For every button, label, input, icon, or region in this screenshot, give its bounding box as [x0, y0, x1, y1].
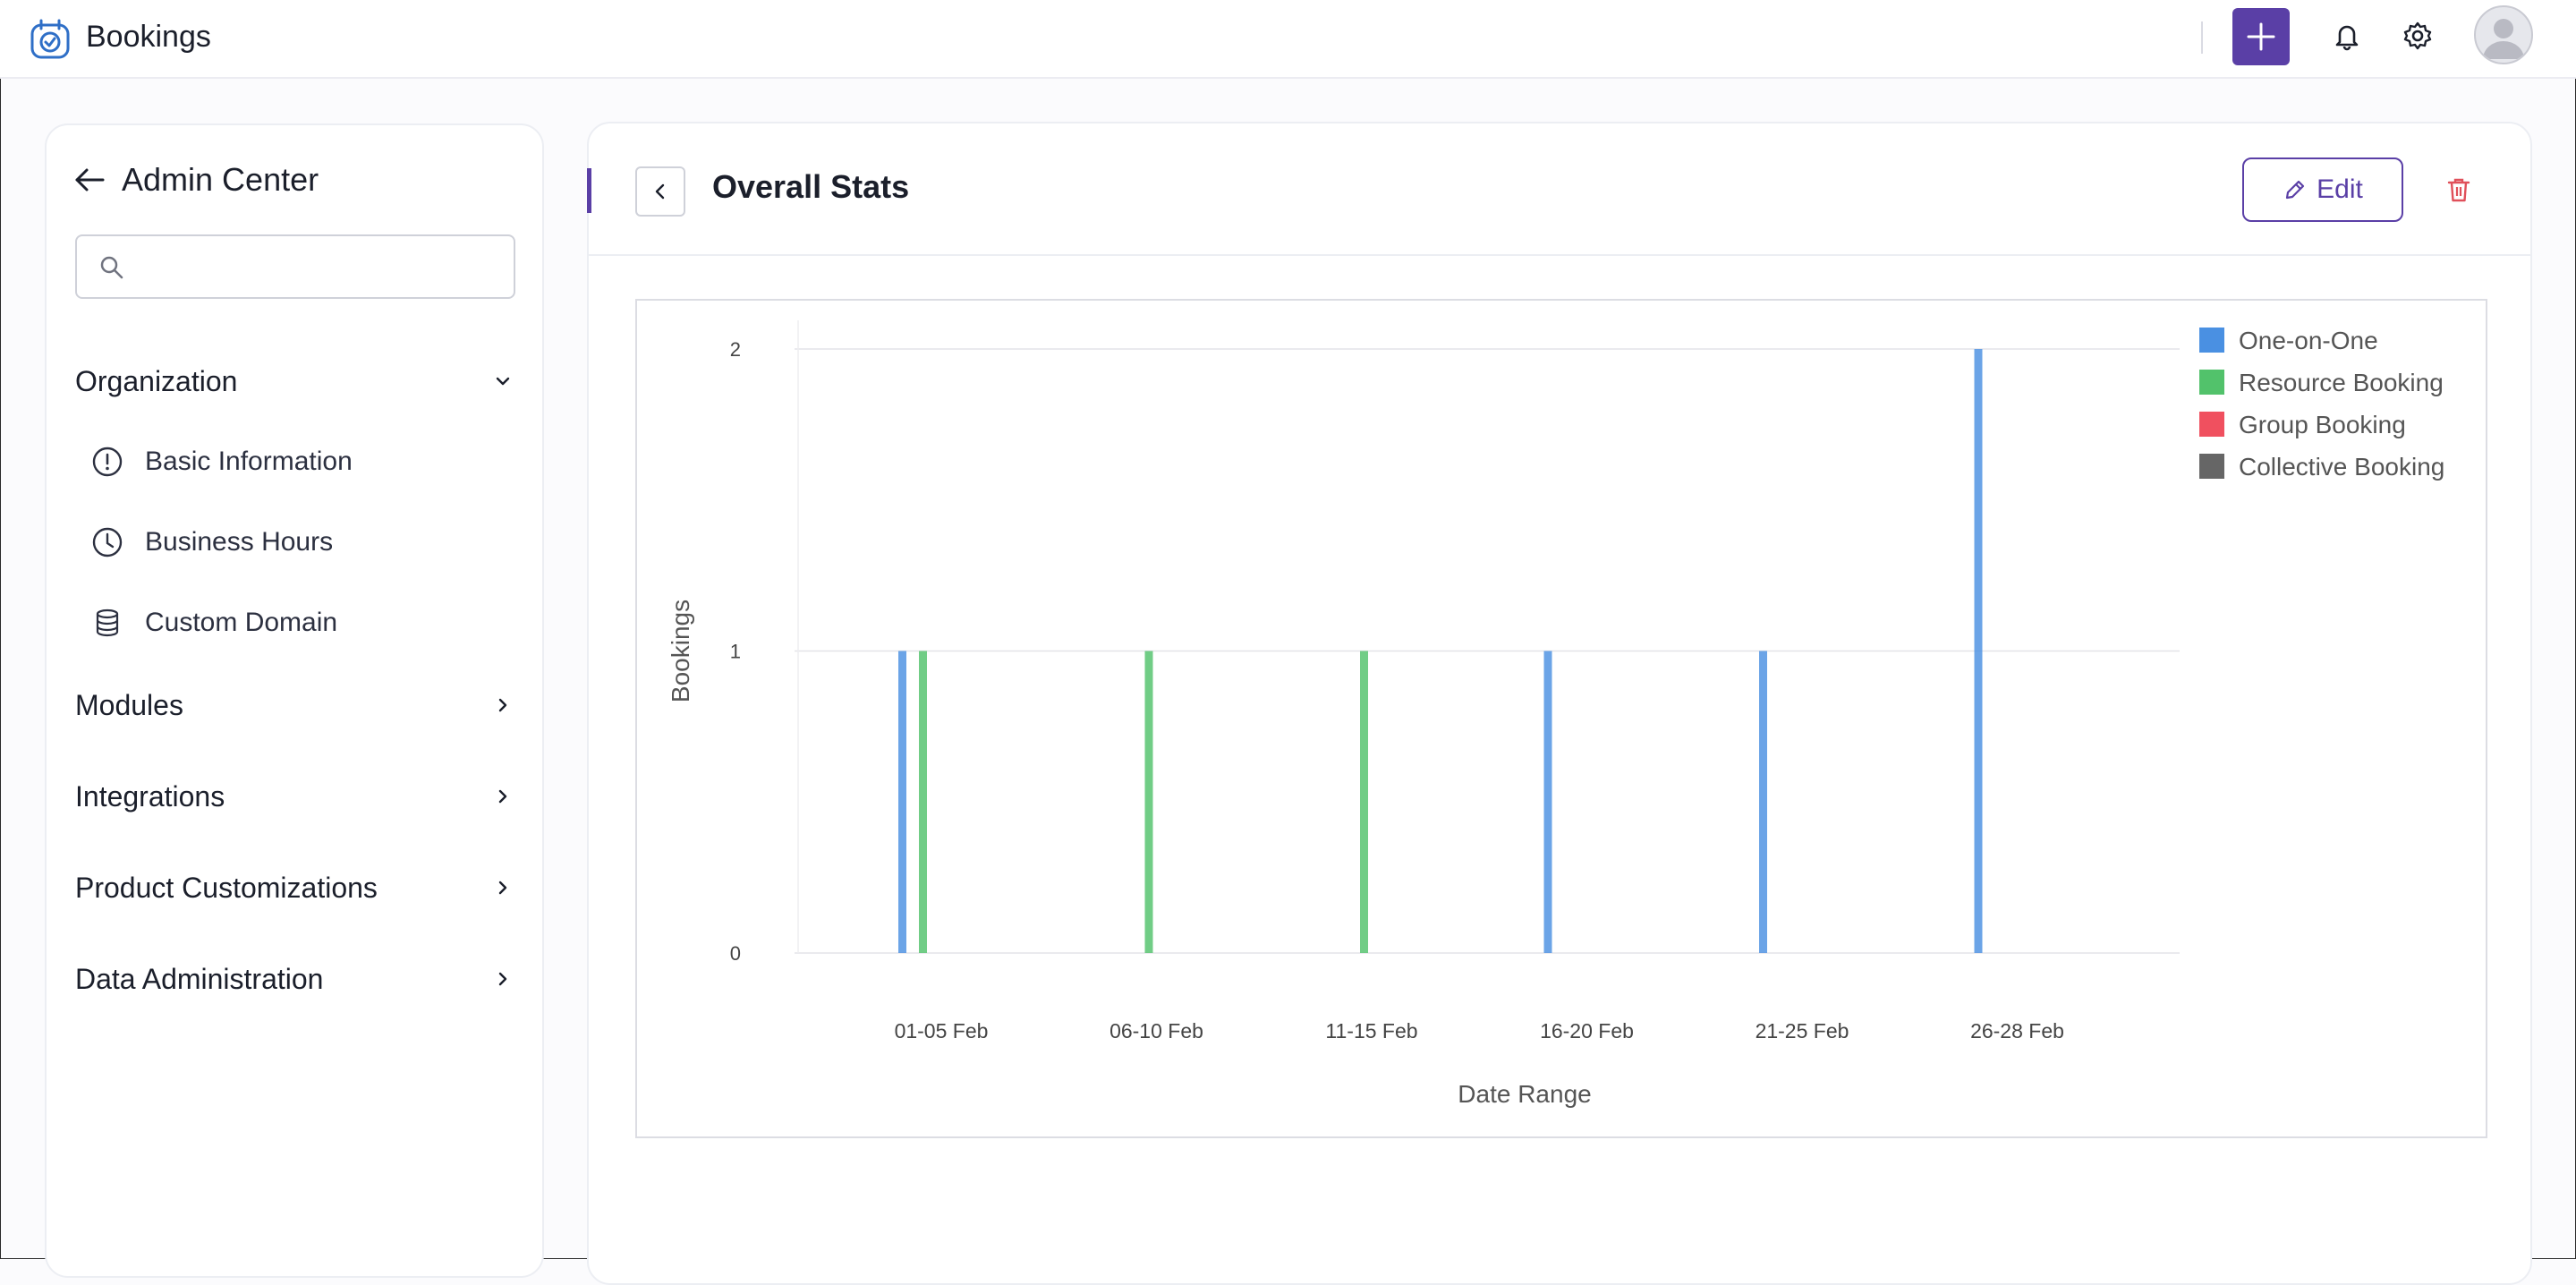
x-axis-title: Date Range [1458, 1080, 1591, 1108]
user-avatar[interactable] [2474, 5, 2533, 64]
sidebar-item-business-hours[interactable]: Business Hours [91, 515, 333, 569]
section-label: Modules [75, 688, 183, 721]
admin-sidebar: Admin Center Organization Basic Informat… [45, 123, 544, 1278]
legend-label: Group Booking [2239, 411, 2406, 438]
bar-resource-booking [1360, 651, 1368, 953]
bar-one-on-one [1543, 651, 1552, 953]
x-tick-label: 21-25 Feb [1756, 1019, 1849, 1042]
x-tick-label: 06-10 Feb [1109, 1019, 1203, 1042]
plus-icon [2247, 22, 2275, 51]
clock-icon [92, 527, 123, 557]
legend-swatch [2199, 454, 2224, 479]
sidebar-search[interactable] [75, 234, 515, 299]
legend-label: Resource Booking [2239, 369, 2444, 396]
bookings-logo-icon [30, 19, 70, 59]
database-icon [96, 608, 119, 637]
sidebar-item-label: Custom Domain [145, 608, 338, 637]
bar-one-on-one [1759, 651, 1767, 953]
sidebar-item-custom-domain[interactable]: Custom Domain [91, 596, 337, 650]
bar-chart: 0 1 2 01-05 Feb 06-10 Feb 11-15 Feb 16-20 Feb 2… [667, 320, 2444, 1108]
section-product-customizations[interactable]: Product Customizations [75, 861, 514, 915]
x-tick-label: 01-05 Feb [895, 1019, 989, 1042]
y-tick-label: 1 [730, 641, 741, 663]
section-label: Organization [75, 364, 238, 397]
y-tick-label: 0 [730, 942, 741, 965]
y-tick-label: 2 [730, 338, 741, 361]
legend-swatch [2199, 412, 2224, 437]
admin-center-back[interactable]: Admin Center [73, 161, 319, 199]
chevron-right-icon [498, 881, 507, 895]
chevron-right-icon [498, 972, 507, 986]
pencil-icon [2286, 180, 2305, 200]
bell-icon [2335, 25, 2359, 51]
search-input[interactable] [140, 245, 501, 290]
section-organization[interactable]: Organization [75, 354, 514, 408]
overall-stats-chart: 0 1 2 01-05 Feb 06-10 Feb 11-15 Feb 16-20 Feb 2… [635, 299, 2487, 1138]
add-button[interactable] [2232, 8, 2290, 65]
x-tick-label: 26-28 Feb [1970, 1019, 2064, 1042]
active-indicator [587, 168, 591, 213]
section-integrations[interactable]: Integrations [75, 770, 514, 823]
page-header: Overall Stats Edit [587, 123, 2530, 256]
main-panel: Overall Stats Edit 0 1 2 01-05 Feb 06-10 Feb… [587, 122, 2532, 1285]
edit-button[interactable]: Edit [2242, 157, 2403, 222]
chevron-down-icon [496, 377, 510, 386]
section-label: Product Customizations [75, 871, 378, 904]
sidebar-item-label: Business Hours [145, 527, 334, 557]
legend-label: One-on-One [2239, 327, 2378, 354]
y-axis-title: Bookings [667, 600, 694, 702]
section-modules[interactable]: Modules [75, 678, 514, 732]
edit-label: Edit [2317, 174, 2363, 204]
legend-label: Collective Booking [2239, 453, 2444, 481]
section-data-administration[interactable]: Data Administration [75, 952, 514, 1006]
x-tick-label: 16-20 Feb [1540, 1019, 1634, 1042]
top-bar: Bookings [0, 0, 2576, 79]
bar-one-on-one [898, 651, 906, 953]
bar-one-on-one [1974, 349, 1983, 953]
bar-resource-booking [919, 651, 927, 953]
arrow-left-icon [75, 168, 105, 191]
app-name: Bookings [86, 20, 211, 54]
page-title: Overall Stats [712, 168, 910, 205]
notifications-button[interactable] [2329, 18, 2365, 54]
chevron-right-icon [498, 698, 507, 712]
user-avatar-icon [2483, 19, 2524, 59]
legend-swatch [2199, 370, 2224, 395]
section-label: Data Administration [75, 962, 324, 995]
sidebar-item-basic-information[interactable]: Basic Information [91, 435, 353, 489]
info-circle-icon [92, 447, 123, 477]
back-button[interactable] [635, 166, 685, 217]
topbar-divider [2201, 21, 2203, 54]
search-icon [100, 256, 123, 279]
delete-button[interactable] [2441, 172, 2477, 208]
sidebar-item-label: Basic Information [145, 447, 353, 476]
settings-button[interactable] [2400, 18, 2436, 54]
trash-icon [2447, 178, 2470, 202]
legend-swatch [2199, 328, 2224, 353]
bar-resource-booking [1144, 651, 1153, 953]
admin-center-title: Admin Center [122, 161, 319, 198]
section-label: Integrations [75, 779, 225, 813]
gear-icon [2403, 21, 2432, 50]
x-tick-label: 11-15 Feb [1325, 1019, 1417, 1042]
chevron-right-icon [498, 789, 507, 804]
chevron-left-icon [655, 183, 665, 200]
